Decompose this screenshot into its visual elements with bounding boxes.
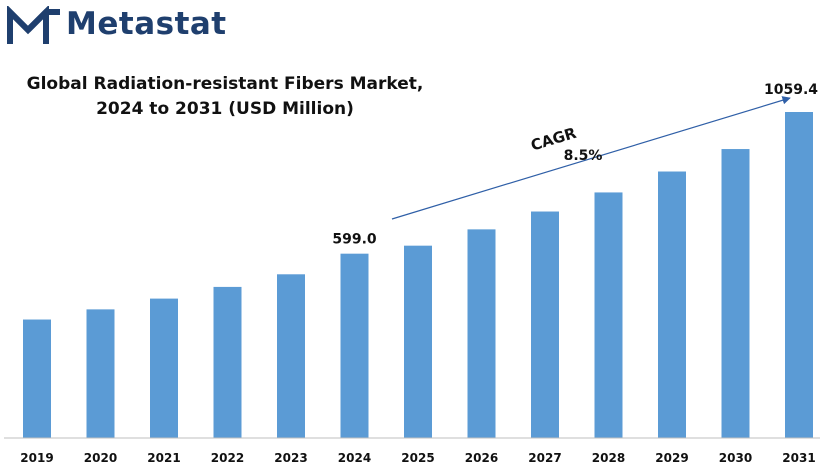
- bar-2024: [340, 253, 369, 438]
- chart-title-line-2: 2024 to 2031 (USD Million): [96, 99, 354, 119]
- data-label-2031: 1059.4: [764, 82, 818, 98]
- x-tick-label-2029: 2029: [655, 451, 688, 465]
- metastat-logo: [7, 6, 60, 44]
- x-tick-label-2021: 2021: [147, 451, 180, 465]
- x-tick-label-2028: 2028: [592, 451, 625, 465]
- chart-title-line-1: Global Radiation-resistant Fibers Market…: [26, 74, 424, 94]
- x-tick-label-2024: 2024: [338, 451, 371, 465]
- bar-2021: [150, 298, 178, 438]
- x-tick-label-2022: 2022: [211, 451, 244, 465]
- bar-2023: [277, 274, 305, 438]
- x-tick-label-2026: 2026: [465, 451, 498, 465]
- bar-2025: [404, 245, 432, 438]
- cagr-value: 8.5%: [564, 148, 603, 164]
- x-tick-label-2023: 2023: [274, 451, 307, 465]
- brand-name: Metastat: [66, 6, 227, 42]
- bar-2028: [594, 192, 623, 438]
- bar-2031: [785, 112, 813, 438]
- x-tick-label-2027: 2027: [528, 451, 561, 465]
- cagr-arrow: [391, 96, 791, 220]
- x-tick-label-2031: 2031: [782, 451, 815, 465]
- bar-2022: [213, 286, 242, 438]
- bar-2026: [467, 229, 496, 438]
- data-label-2024: 599.0: [332, 232, 377, 248]
- bar-2020: [86, 309, 115, 438]
- bar-2029: [658, 171, 686, 438]
- x-tick-label-2030: 2030: [719, 451, 752, 465]
- chart-title: Global Radiation-resistant Fibers Market…: [20, 72, 430, 122]
- bar-2027: [531, 211, 559, 438]
- x-tick-label-2020: 2020: [84, 451, 117, 465]
- bar-2019: [23, 319, 51, 438]
- x-tick-label-2025: 2025: [401, 451, 434, 465]
- x-tick-label-2019: 2019: [20, 451, 53, 465]
- bar-2030: [721, 149, 750, 438]
